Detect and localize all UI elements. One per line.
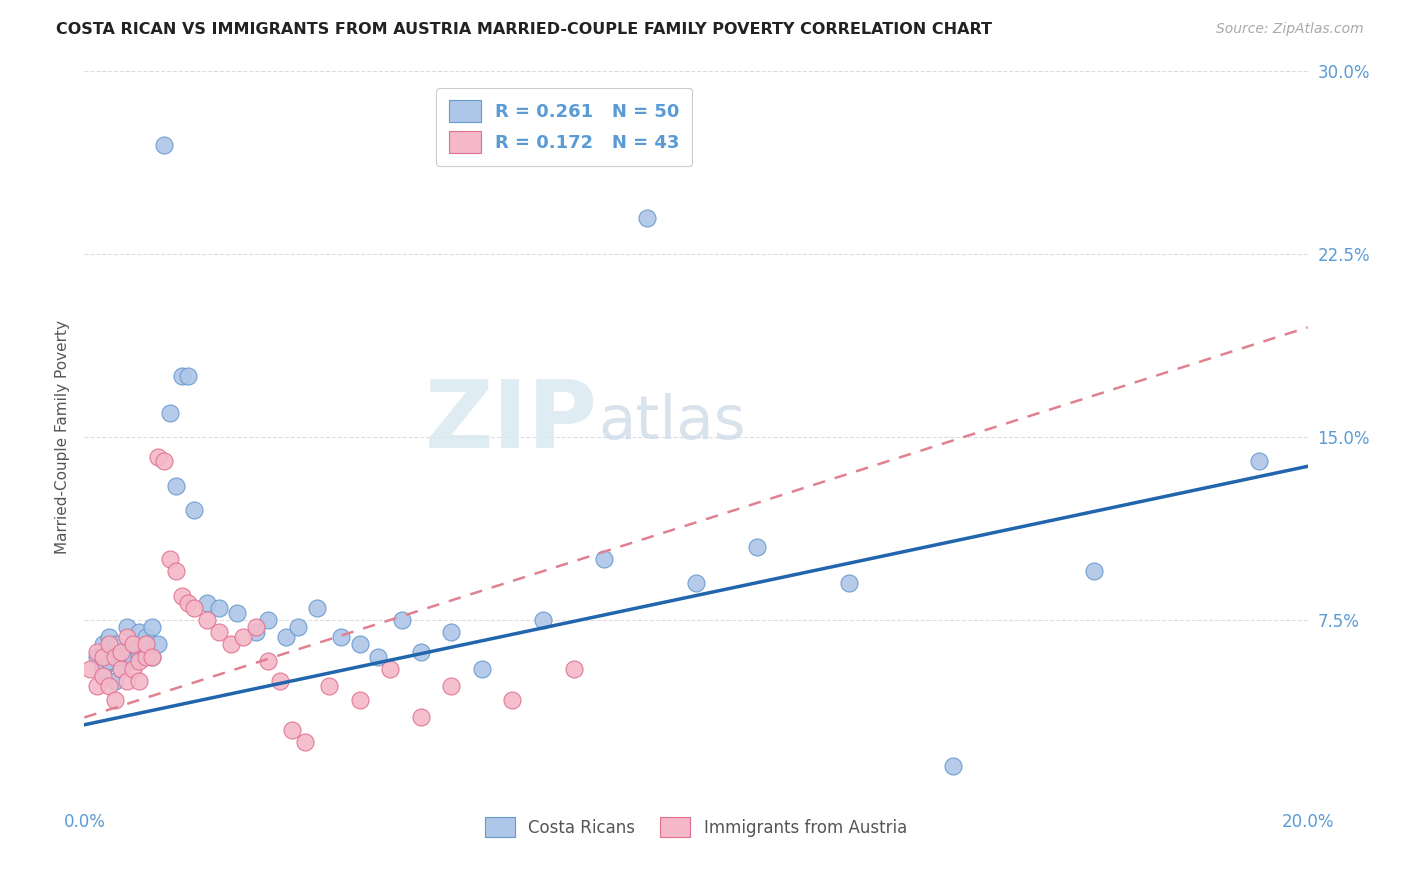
Point: [104, 693, 127, 707]
Point: [232, 630, 254, 644]
Point: [115, 645, 138, 659]
Point: [257, 654, 280, 668]
Point: [110, 662, 132, 676]
Point: [104, 649, 127, 664]
Text: Source: ZipAtlas.com: Source: ZipAtlas.com: [1216, 22, 1364, 37]
Point: [104, 673, 127, 688]
Point: [122, 654, 145, 668]
Point: [128, 649, 150, 664]
Point: [471, 662, 494, 676]
Point: [502, 693, 524, 707]
Point: [91, 649, 114, 664]
Point: [208, 625, 231, 640]
Point: [141, 649, 163, 664]
Point: [91, 662, 114, 676]
Point: [349, 637, 371, 651]
Point: [172, 589, 194, 603]
Point: [531, 613, 554, 627]
Point: [349, 693, 371, 707]
Point: [122, 637, 145, 651]
Point: [135, 630, 157, 644]
Point: [208, 600, 231, 615]
Point: [128, 625, 150, 640]
Point: [305, 600, 328, 615]
Point: [128, 654, 150, 668]
Point: [269, 673, 291, 688]
Text: COSTA RICAN VS IMMIGRANTS FROM AUSTRIA MARRIED-COUPLE FAMILY POVERTY CORRELATION: COSTA RICAN VS IMMIGRANTS FROM AUSTRIA M…: [56, 22, 993, 37]
Point: [245, 620, 267, 634]
Point: [91, 637, 114, 651]
Point: [97, 630, 120, 644]
Point: [115, 673, 138, 688]
Point: [281, 723, 304, 737]
Point: [79, 662, 101, 676]
Point: [159, 552, 181, 566]
Point: [172, 369, 194, 384]
Point: [86, 679, 108, 693]
Point: [91, 669, 114, 683]
Point: [153, 454, 176, 468]
Point: [747, 540, 769, 554]
Point: [942, 759, 965, 773]
Point: [330, 630, 353, 644]
Point: [183, 503, 205, 517]
Point: [367, 649, 389, 664]
Text: atlas: atlas: [598, 393, 745, 452]
Point: [380, 662, 402, 676]
Point: [97, 637, 120, 651]
Point: [104, 637, 127, 651]
Point: [391, 613, 413, 627]
Point: [838, 576, 860, 591]
Point: [294, 735, 316, 749]
Point: [141, 649, 163, 664]
Point: [146, 450, 169, 464]
Point: [183, 600, 205, 615]
Point: [636, 211, 658, 225]
Point: [135, 637, 157, 651]
Point: [122, 637, 145, 651]
Point: [110, 649, 132, 664]
Point: [135, 649, 157, 664]
Point: [685, 576, 707, 591]
Point: [165, 564, 187, 578]
Point: [165, 479, 187, 493]
Point: [177, 596, 200, 610]
Point: [1247, 454, 1270, 468]
Point: [177, 369, 200, 384]
Point: [245, 625, 267, 640]
Point: [97, 679, 120, 693]
Point: [146, 637, 169, 651]
Point: [276, 630, 298, 644]
Text: ZIP: ZIP: [425, 376, 598, 468]
Point: [115, 630, 138, 644]
Point: [128, 673, 150, 688]
Point: [440, 625, 463, 640]
Point: [97, 654, 120, 668]
Point: [115, 620, 138, 634]
Point: [195, 596, 218, 610]
Point: [593, 552, 616, 566]
Point: [86, 645, 108, 659]
Point: [257, 613, 280, 627]
Point: [135, 642, 157, 657]
Point: [226, 606, 249, 620]
Point: [440, 679, 463, 693]
Point: [1083, 564, 1105, 578]
Point: [219, 637, 242, 651]
Point: [110, 662, 132, 676]
Point: [287, 620, 309, 634]
Point: [195, 613, 218, 627]
Point: [141, 620, 163, 634]
Point: [318, 679, 340, 693]
Point: [562, 662, 585, 676]
Point: [409, 710, 432, 724]
Point: [409, 645, 432, 659]
Point: [122, 662, 145, 676]
Point: [153, 137, 176, 152]
Point: [159, 406, 181, 420]
Legend: Costa Ricans, Immigrants from Austria: Costa Ricans, Immigrants from Austria: [477, 809, 915, 846]
Point: [110, 645, 132, 659]
Y-axis label: Married-Couple Family Poverty: Married-Couple Family Poverty: [55, 320, 70, 554]
Point: [86, 649, 108, 664]
